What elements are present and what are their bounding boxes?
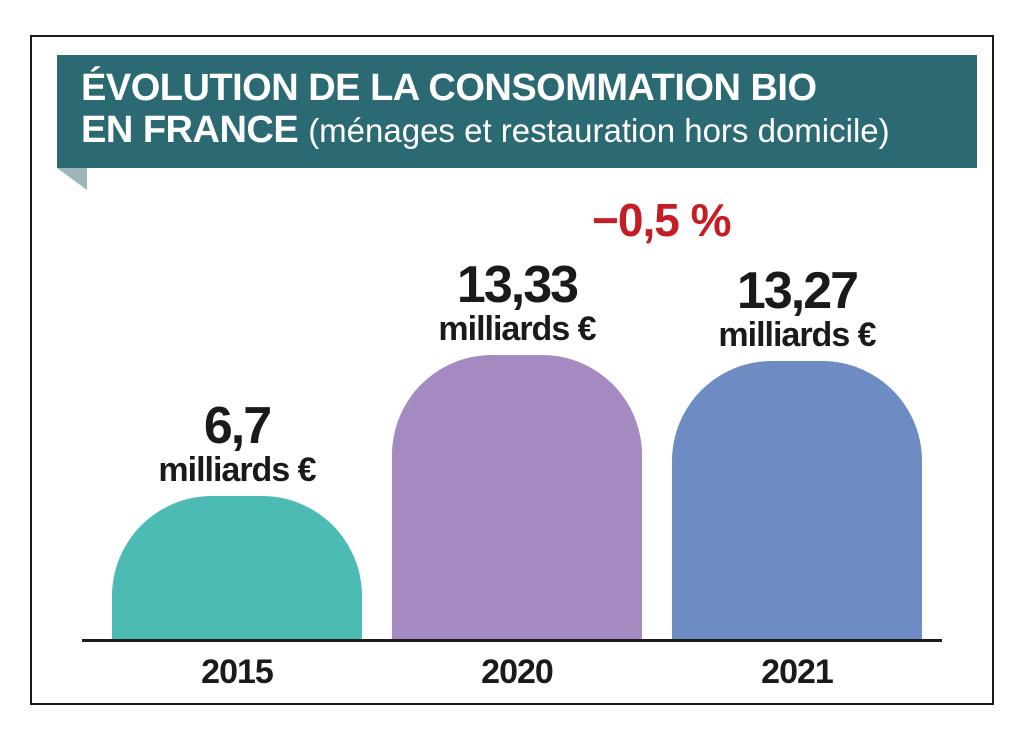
- bar-2015: [112, 496, 362, 639]
- bar-2021: [672, 361, 922, 639]
- bar-value-2020: 13,33: [382, 261, 652, 310]
- title-line2-sub: (ménages et restauration hors domicile): [308, 112, 889, 150]
- bar-value-2015: 6,7: [102, 402, 372, 451]
- bar-unit-2015: milliards €: [102, 451, 372, 490]
- chart-baseline: [82, 639, 942, 642]
- title-banner: ÉVOLUTION DE LA CONSOMMATION BIO EN FRAN…: [57, 55, 977, 168]
- bar-unit-2020: milliards €: [382, 310, 652, 349]
- title-line2: EN FRANCE (ménages et restauration hors …: [81, 109, 953, 152]
- title-line2-bold: EN FRANCE: [81, 109, 298, 152]
- bar-2020: [392, 355, 642, 639]
- title-line1: ÉVOLUTION DE LA CONSOMMATION BIO: [81, 69, 953, 109]
- bar-chart: 6,7milliards €201513,33milliards €202013…: [82, 237, 942, 663]
- year-label-2015: 2015: [112, 653, 362, 692]
- year-label-2021: 2021: [672, 653, 922, 692]
- bar-unit-2021: milliards €: [662, 316, 932, 355]
- bar-label-2020: 13,33milliards €: [382, 261, 652, 349]
- chart-frame: ÉVOLUTION DE LA CONSOMMATION BIO EN FRAN…: [30, 35, 994, 705]
- bar-label-2015: 6,7milliards €: [102, 402, 372, 490]
- banner-corner-tab: [57, 168, 87, 190]
- bar-label-2021: 13,27milliards €: [662, 267, 932, 355]
- year-label-2020: 2020: [392, 653, 642, 692]
- bar-value-2021: 13,27: [662, 267, 932, 316]
